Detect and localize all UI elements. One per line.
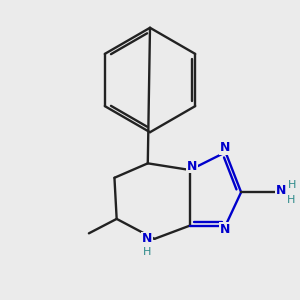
Text: N: N — [220, 141, 230, 154]
Text: H: H — [287, 195, 295, 205]
Text: H: H — [143, 247, 151, 257]
Text: N: N — [187, 160, 197, 172]
Text: N: N — [142, 232, 152, 245]
Text: N: N — [276, 184, 286, 197]
Text: N: N — [220, 223, 230, 236]
Text: H: H — [288, 180, 296, 190]
